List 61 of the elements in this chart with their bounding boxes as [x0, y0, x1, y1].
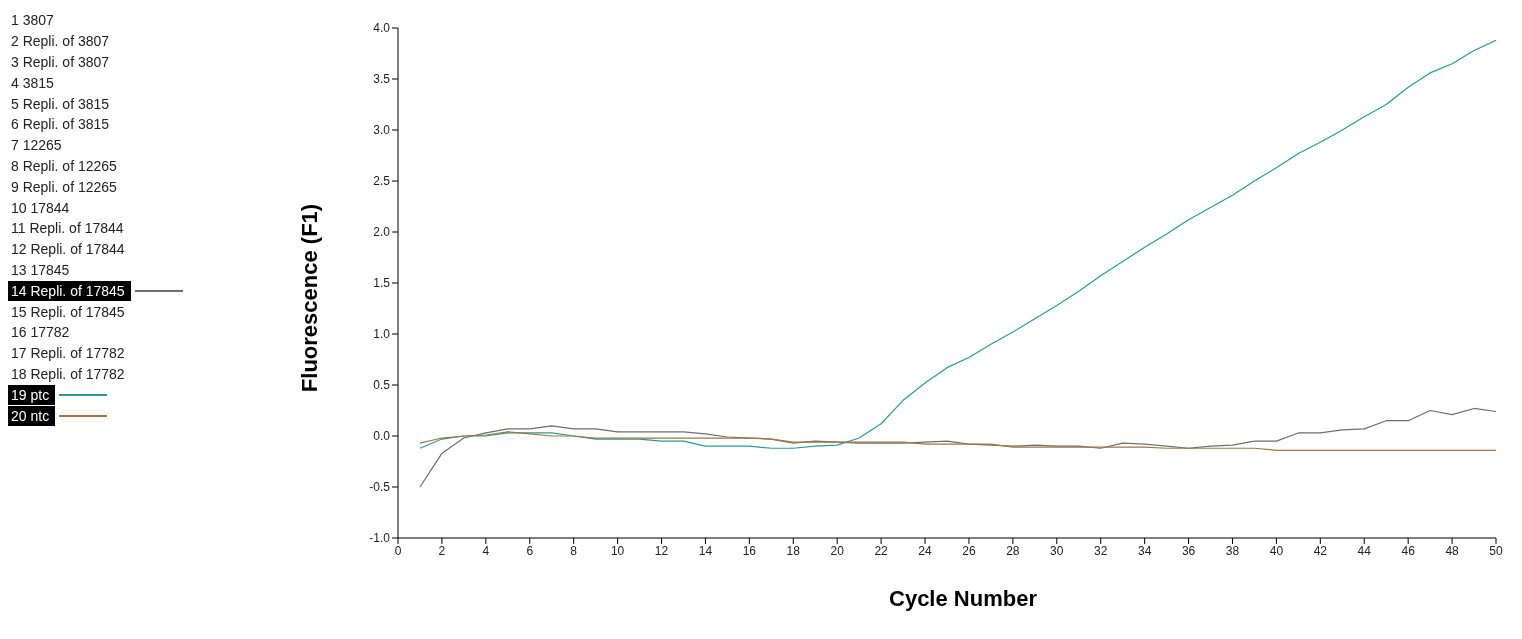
text: 4 3815 [10, 73, 55, 93]
text: 10 17844 [10, 198, 71, 218]
text: 5 Repli. of 3815 [10, 94, 111, 114]
x-tick-label: 40 [1269, 543, 1284, 558]
text: 1 3807 [10, 11, 55, 31]
y-tick-label: -1.0 [369, 531, 391, 546]
y-tick-label: 2.0 [373, 225, 391, 240]
text: 17 Repli. of 17782 [10, 344, 126, 364]
legend-label: 14 Repli. of 17845 [8, 280, 131, 301]
text: 6 Repli. of 3815 [10, 115, 111, 135]
text: 11 Repli. of 17844 [10, 219, 125, 239]
x-tick-label: 44 [1357, 543, 1372, 558]
x-tick-label: 12 [654, 543, 669, 558]
y-tick-label: -0.5 [369, 480, 391, 495]
x-tick-label: 22 [874, 543, 889, 558]
x-tick-label: 32 [1094, 543, 1108, 558]
text: 8 Repli. of 12265 [10, 156, 118, 176]
x-tick-label: 6 [526, 543, 534, 558]
text: 7 12265 [10, 136, 63, 156]
text: 3 Repli. of 3807 [10, 53, 111, 72]
x-tick-label: 26 [962, 543, 976, 558]
text: 9 Repli. of 12265 [10, 177, 118, 197]
x-tick-label: 20 [830, 543, 845, 558]
x-tick-label: 50 [1489, 543, 1503, 558]
y-tick-label: 2.5 [373, 174, 391, 189]
x-tick-label: 18 [786, 543, 801, 558]
x-tick-label: 4 [482, 543, 490, 558]
y-tick-label: 3.5 [373, 72, 391, 87]
text: 12 Repli. of 17844 [10, 240, 126, 260]
legend-label: 20 ntc [8, 405, 56, 426]
x-tick-label: 14 [698, 543, 713, 558]
line-series [419, 431, 1496, 451]
x-tick-label: 10 [610, 543, 625, 558]
line-series [419, 39, 1496, 449]
x-tick-label: 0 [394, 543, 402, 558]
text: 15 Repli. of 17845 [10, 302, 126, 322]
x-axis-title: Cycle Number [888, 586, 1038, 612]
x-tick-label: 28 [1006, 543, 1020, 558]
x-tick-label: 46 [1401, 543, 1416, 558]
text: 13 17845 [10, 260, 71, 280]
x-tick-label: 38 [1225, 543, 1240, 558]
y-tick-label: 1.0 [373, 327, 391, 342]
y-tick-label: 0.0 [373, 429, 391, 444]
x-tick-label: 48 [1445, 543, 1460, 558]
x-tick-label: 2 [438, 543, 446, 558]
y-tick-label: 0.5 [373, 378, 391, 393]
y-axis-title: Fluorescence (F1) [297, 203, 323, 393]
x-tick-label: 30 [1050, 543, 1064, 558]
y-tick-label: 1.5 [373, 276, 391, 291]
legend-label: 19 ptc [8, 384, 56, 405]
y-tick-label: 3.0 [373, 123, 391, 138]
x-tick-label: 42 [1313, 543, 1328, 558]
text: 2 Repli. of 3807 [10, 32, 111, 52]
x-tick-label: 36 [1181, 543, 1196, 558]
x-tick-label: 34 [1137, 543, 1152, 558]
x-tick-label: 24 [918, 543, 933, 558]
text: 16 17782 [10, 323, 71, 343]
x-tick-label: 16 [742, 543, 757, 558]
x-tick-label: 8 [570, 543, 578, 558]
y-tick-label: 4.0 [373, 21, 391, 36]
text: 18 Repli. of 17782 [10, 364, 126, 384]
